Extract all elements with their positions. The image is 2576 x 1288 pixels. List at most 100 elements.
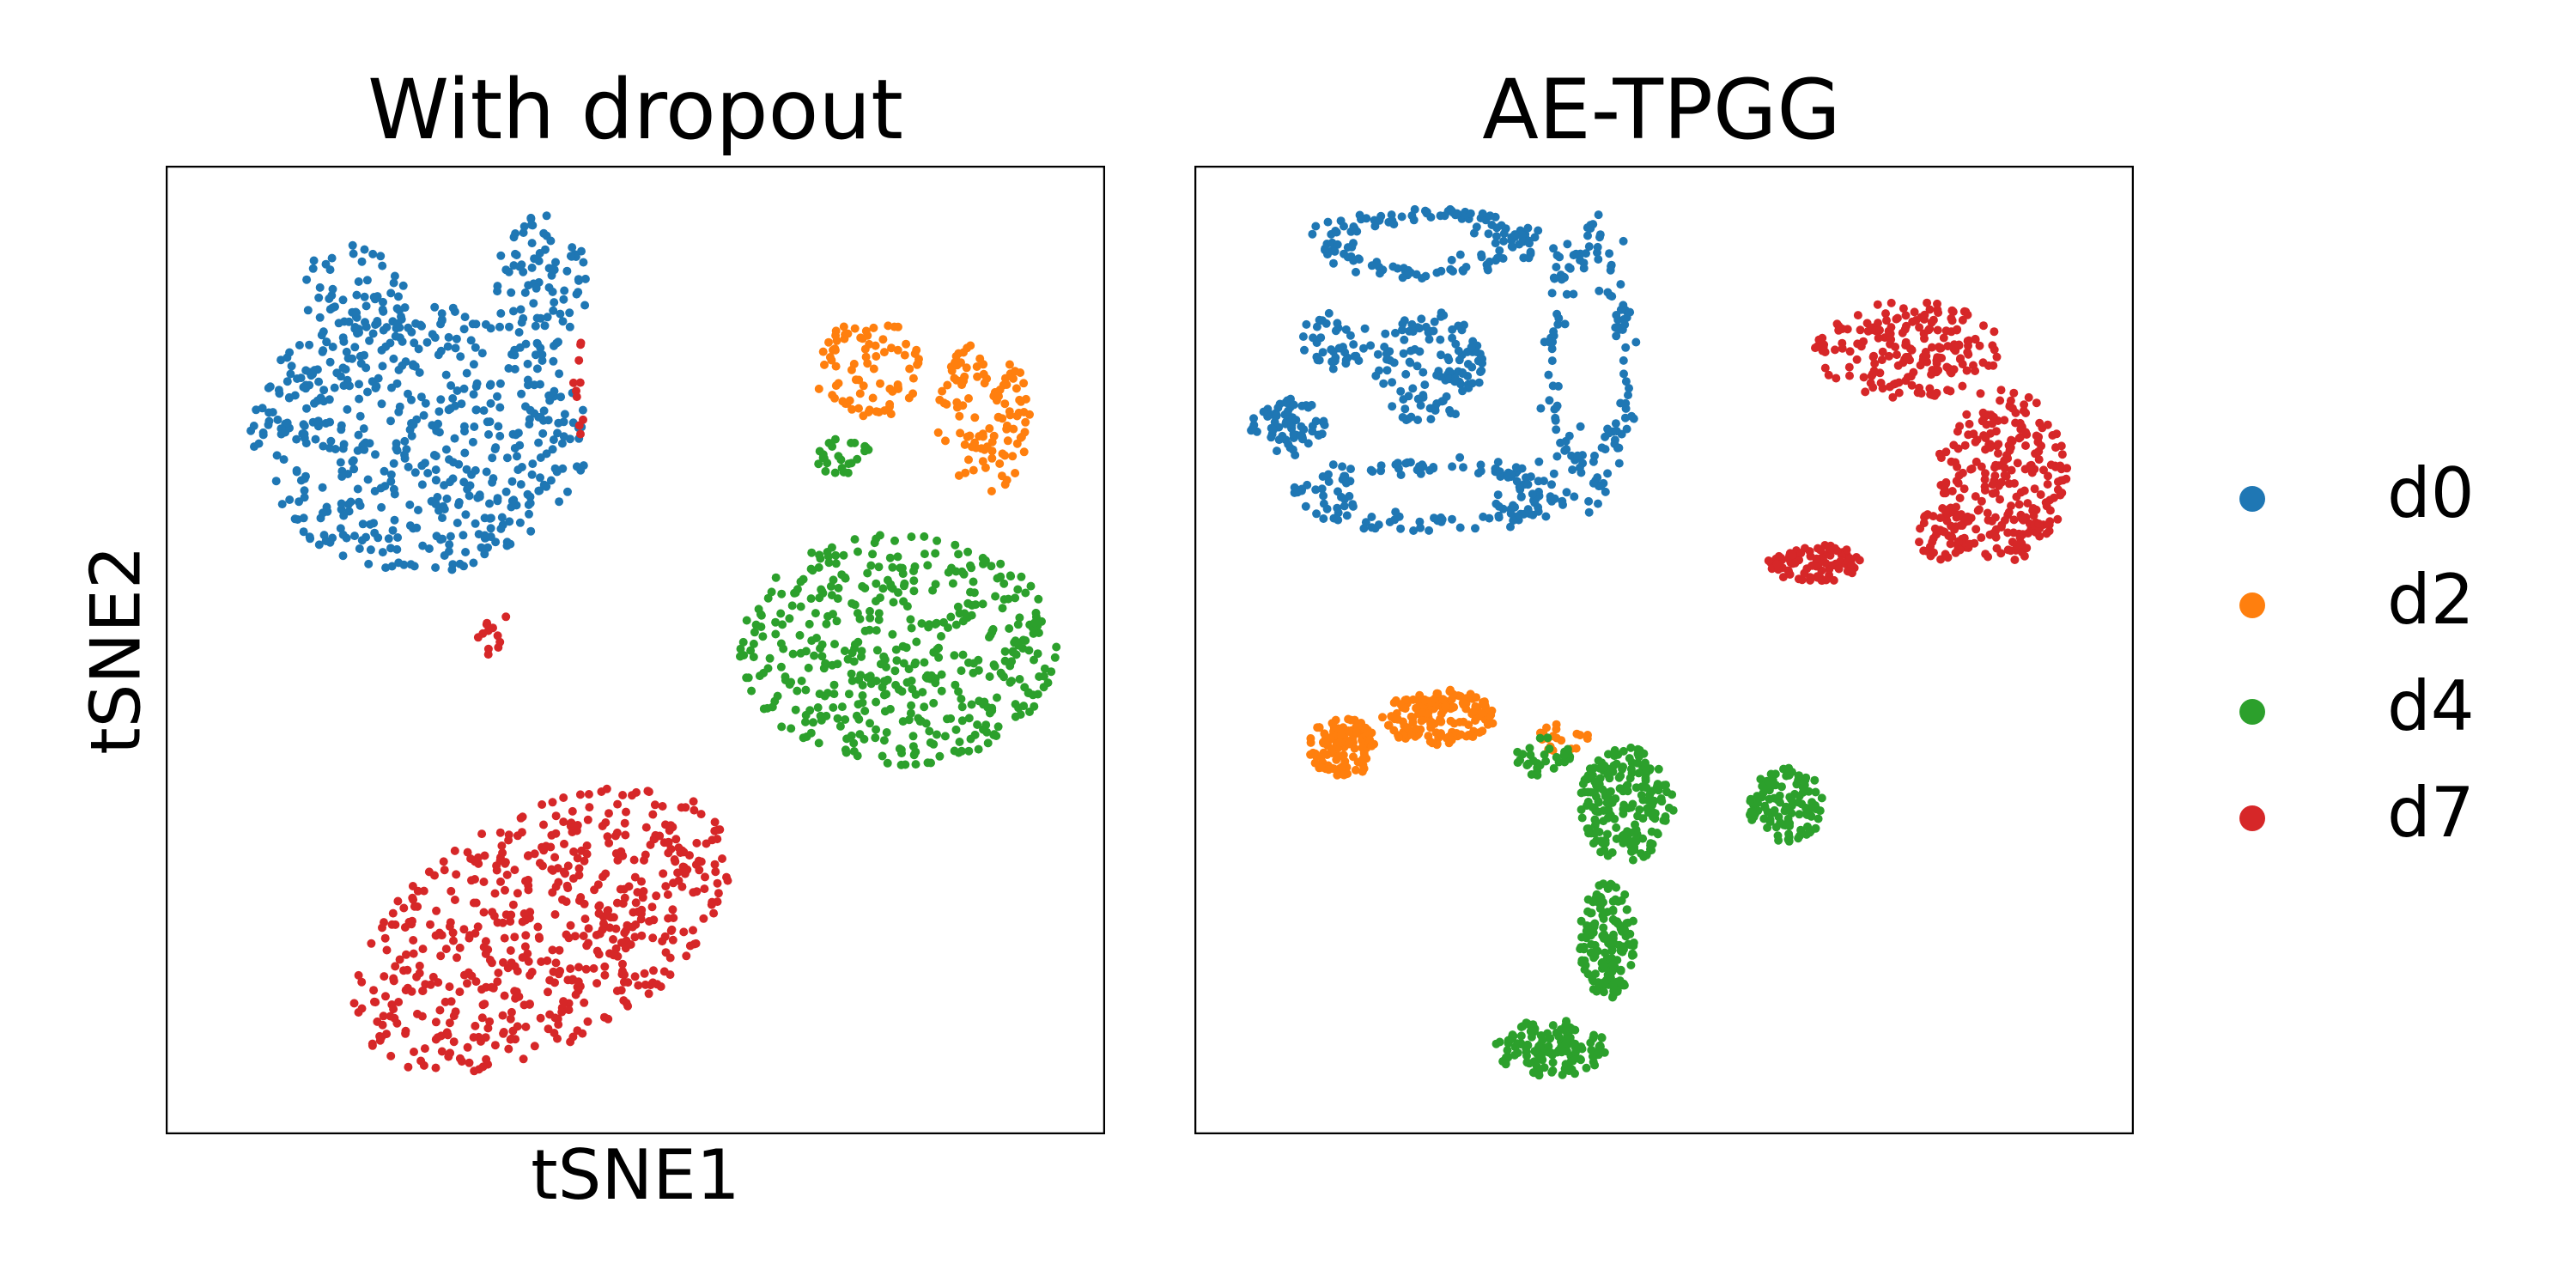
point-d4 <box>742 673 751 683</box>
point-d4 <box>870 538 879 548</box>
point-d2 <box>1009 424 1018 434</box>
point-d0 <box>1534 491 1544 501</box>
point-d7 <box>1785 570 1795 579</box>
point-d7 <box>1881 309 1890 319</box>
point-d0 <box>488 477 497 487</box>
point-d7 <box>449 936 458 945</box>
point-d0 <box>407 431 416 440</box>
point-d0 <box>1425 335 1434 344</box>
point-d7 <box>1988 341 1997 350</box>
point-d7 <box>434 978 443 987</box>
point-d2 <box>830 344 840 354</box>
point-d0 <box>558 464 568 473</box>
point-d4 <box>1548 1021 1558 1030</box>
point-d4 <box>950 746 959 756</box>
point-d0 <box>1320 421 1329 429</box>
point-d0 <box>563 487 572 496</box>
point-d0 <box>305 340 314 349</box>
point-d2 <box>1326 732 1335 742</box>
point-d7 <box>640 969 649 978</box>
point-d7 <box>638 893 647 902</box>
point-d4 <box>1794 772 1803 781</box>
point-d4 <box>1607 967 1617 976</box>
point-d2 <box>1441 702 1449 711</box>
point-d7 <box>640 855 648 865</box>
point-d0 <box>1450 377 1460 386</box>
point-d7 <box>682 951 691 961</box>
point-d0 <box>527 470 537 479</box>
point-d4 <box>832 617 841 626</box>
point-d7 <box>1861 387 1870 397</box>
point-d0 <box>1319 491 1328 501</box>
point-d0 <box>352 308 361 318</box>
point-d0 <box>1385 355 1394 365</box>
point-d2 <box>1346 727 1355 737</box>
point-d0 <box>472 379 482 388</box>
point-d4 <box>1047 667 1056 677</box>
point-d7 <box>401 1029 410 1038</box>
point-d2 <box>965 431 975 440</box>
point-d7 <box>600 970 610 980</box>
point-d7 <box>559 997 568 1006</box>
point-d4 <box>829 680 839 690</box>
point-d0 <box>1528 489 1537 499</box>
point-d2 <box>1306 738 1315 747</box>
point-d7 <box>609 951 618 960</box>
point-d0 <box>1560 319 1570 329</box>
point-d0 <box>293 374 301 383</box>
point-d4 <box>850 640 860 649</box>
point-d0 <box>466 336 476 345</box>
point-d7 <box>2044 526 2054 536</box>
point-d7 <box>661 882 671 891</box>
point-d7 <box>371 998 380 1007</box>
point-d7 <box>430 871 439 880</box>
point-d2 <box>831 361 841 371</box>
point-d0 <box>526 220 536 229</box>
point-d0 <box>1391 328 1400 337</box>
point-d4 <box>834 583 843 592</box>
point-d0 <box>538 350 547 359</box>
point-d2 <box>1315 723 1324 732</box>
point-d0 <box>1594 499 1602 508</box>
point-d0 <box>364 559 374 568</box>
point-d7 <box>618 959 627 969</box>
point-d7 <box>504 835 513 845</box>
point-d4 <box>1771 823 1781 832</box>
point-d0 <box>1534 457 1544 466</box>
point-d4 <box>835 721 845 731</box>
point-d2 <box>854 404 863 413</box>
point-d0 <box>325 265 335 275</box>
point-d4 <box>902 643 911 653</box>
point-d4 <box>1610 745 1619 755</box>
point-d7 <box>652 891 661 901</box>
point-d0 <box>1367 523 1376 532</box>
point-d7 <box>2003 545 2013 555</box>
point-d2 <box>914 358 923 368</box>
point-d4 <box>866 613 875 623</box>
point-d4 <box>819 664 829 673</box>
point-d0 <box>292 467 301 477</box>
point-d4 <box>951 725 961 734</box>
point-d4 <box>910 659 920 669</box>
point-d0 <box>459 384 469 393</box>
point-d0 <box>473 493 483 502</box>
point-d4 <box>801 710 811 720</box>
point-d4 <box>826 581 835 591</box>
point-d0 <box>437 309 447 319</box>
point-d4 <box>940 732 950 741</box>
point-d0 <box>1371 371 1381 380</box>
point-d4 <box>910 562 920 571</box>
point-d7 <box>1979 321 1988 331</box>
point-d0 <box>483 543 492 552</box>
point-d4 <box>917 619 927 629</box>
point-d0 <box>482 467 491 477</box>
point-d4 <box>1510 1042 1520 1052</box>
point-d2 <box>1337 731 1346 739</box>
point-d7 <box>711 867 720 877</box>
point-d4 <box>1811 787 1820 797</box>
point-d0 <box>379 307 388 316</box>
point-d7 <box>1826 550 1835 560</box>
left-x-axis-label: tSNE1 <box>531 1135 740 1215</box>
point-d7 <box>1963 512 1972 521</box>
point-d0 <box>1405 357 1414 367</box>
